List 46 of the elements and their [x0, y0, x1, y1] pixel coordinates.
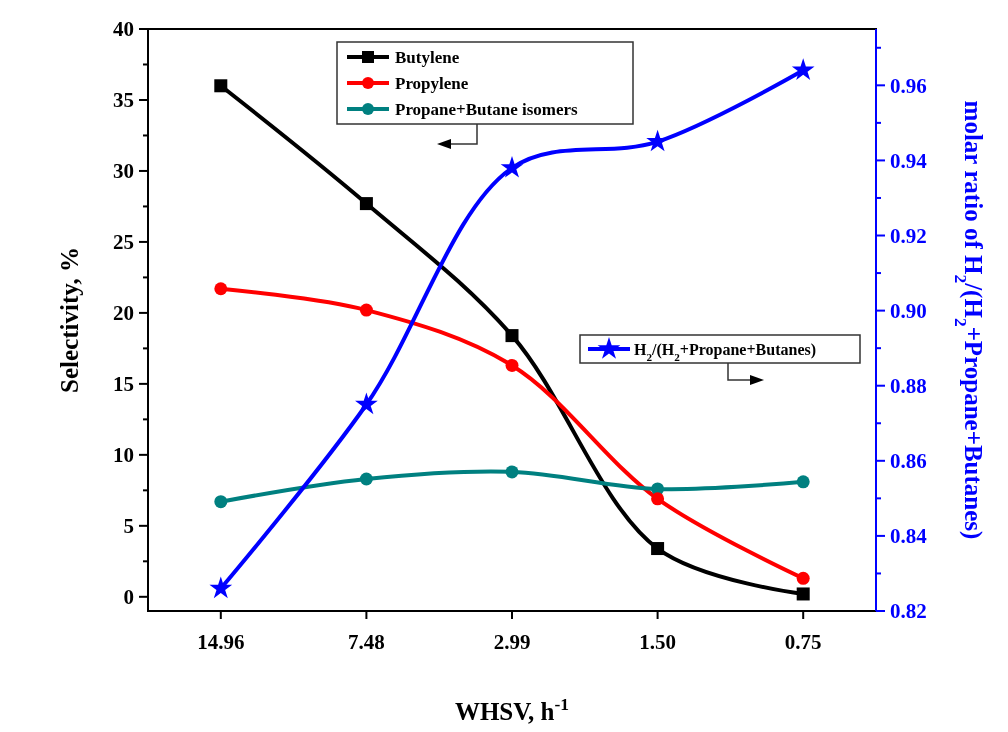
point — [500, 155, 524, 178]
point — [796, 571, 810, 585]
y-tick-label: 15 — [113, 372, 134, 397]
y-tick-label: 0 — [123, 585, 134, 610]
point — [796, 587, 810, 601]
y2-tick-label: 0.96 — [890, 73, 927, 98]
point — [651, 492, 665, 506]
x-tick-label: 2.99 — [493, 630, 531, 654]
point — [359, 472, 373, 486]
y-tick-label: 25 — [113, 230, 134, 255]
point — [355, 392, 378, 415]
legend-label: Propane+Butane isomers — [395, 99, 579, 119]
y-axis-title: Selectivity, % — [56, 247, 83, 393]
y2-tick-label: 0.92 — [890, 223, 927, 248]
point — [209, 576, 233, 599]
point — [505, 358, 519, 372]
legend-label: Butylene — [395, 47, 460, 67]
point — [505, 465, 519, 479]
x-tick-label: 7.48 — [348, 630, 385, 654]
point — [214, 282, 228, 296]
y-tick-label: 10 — [113, 443, 134, 468]
point — [651, 542, 665, 556]
x-axis-title: WHSV, h$^{-1}$ — [454, 694, 570, 725]
y-tick-label: 5 — [123, 514, 134, 539]
y2-tick-label: 0.94 — [890, 148, 928, 173]
point — [791, 58, 815, 80]
y-tick-label: 35 — [113, 88, 134, 113]
point — [359, 303, 373, 317]
y2-tick-label: 0.90 — [890, 298, 927, 323]
y2-tick-label: 0.86 — [890, 449, 927, 474]
x-tick-label: 14.96 — [197, 630, 245, 654]
y-tick-label: 20 — [113, 301, 134, 326]
point — [505, 329, 519, 343]
y2-tick-label: 0.82 — [890, 599, 927, 624]
legend-label: Propylene — [395, 73, 469, 93]
legend-label: H$_{2}$/(H$_{2}$+Propane+Butanes) — [634, 340, 817, 363]
point — [796, 475, 810, 489]
x-tick-label: 0.75 — [784, 630, 822, 654]
y-tick-label: 30 — [113, 159, 134, 184]
y2-tick-label: 0.88 — [890, 374, 927, 399]
y-tick-label: 40 — [113, 17, 134, 42]
point — [214, 79, 228, 93]
point — [359, 197, 373, 211]
point — [214, 495, 228, 509]
y2-tick-label: 0.84 — [890, 524, 928, 549]
x-tick-label: 1.50 — [639, 630, 676, 654]
